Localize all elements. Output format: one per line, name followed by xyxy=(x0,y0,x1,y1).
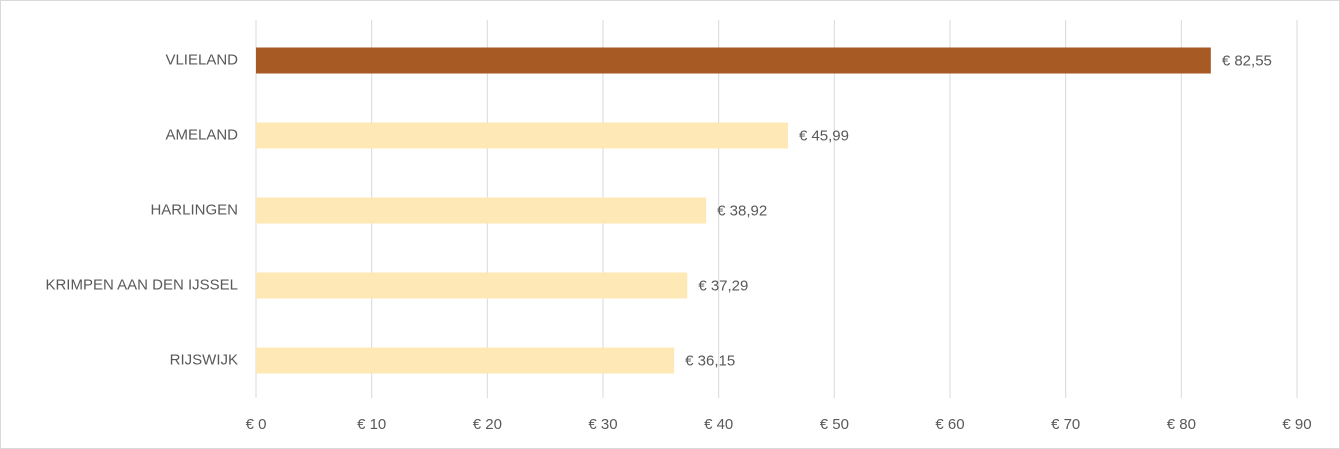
x-tick-label: € 40 xyxy=(704,416,733,433)
bar xyxy=(256,47,1211,74)
y-tick-label: RIJSWIJK xyxy=(170,351,238,368)
data-label: € 36,15 xyxy=(685,352,735,369)
bar xyxy=(256,122,788,149)
y-tick-label: HARLINGEN xyxy=(150,201,238,218)
bar xyxy=(256,197,707,224)
x-tick-label: € 50 xyxy=(820,416,849,433)
x-tick-label: € 90 xyxy=(1282,416,1311,433)
x-tick-label: € 30 xyxy=(588,416,617,433)
x-tick-label: € 0 xyxy=(246,416,267,433)
bar xyxy=(256,272,688,299)
x-tick-label: € 10 xyxy=(357,416,386,433)
x-tick-label: € 20 xyxy=(473,416,502,433)
bar xyxy=(256,347,675,374)
data-label: € 38,92 xyxy=(717,202,767,219)
x-tick-label: € 70 xyxy=(1051,416,1080,433)
x-tick-label: € 60 xyxy=(935,416,964,433)
y-tick-label: VLIELAND xyxy=(165,51,238,68)
data-label: € 37,29 xyxy=(698,277,748,294)
x-tick-label: € 80 xyxy=(1167,416,1196,433)
y-tick-label: AMELAND xyxy=(165,126,238,143)
data-label: € 82,55 xyxy=(1222,52,1272,69)
data-label: € 45,99 xyxy=(799,127,849,144)
y-tick-label: KRIMPEN AAN DEN IJSSEL xyxy=(45,276,238,293)
